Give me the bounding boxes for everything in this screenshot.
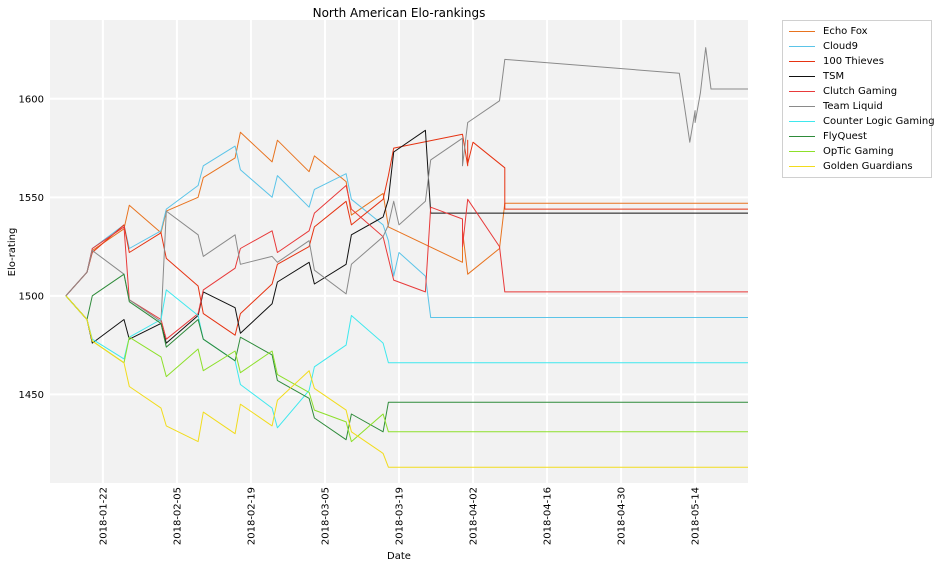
legend-swatch xyxy=(789,121,815,122)
legend-item: Cloud9 xyxy=(789,39,925,54)
series-line-100-thieves xyxy=(65,133,748,336)
legend-swatch xyxy=(789,166,815,167)
legend-label: 100 Thieves xyxy=(823,56,884,67)
legend-label: OpTic Gaming xyxy=(823,146,894,157)
y-axis-label: Elo-rating xyxy=(7,228,18,277)
legend-swatch xyxy=(789,136,815,137)
legend-item: Counter Logic Gaming xyxy=(789,114,935,129)
x-tick-label: 2018-04-16 xyxy=(543,487,554,545)
y-tick-label: 1550 xyxy=(19,193,44,204)
grid xyxy=(50,20,748,483)
x-ticks: 2018-01-22 2018-02-05 2018-02-19 2018-03-05… xyxy=(98,487,701,545)
x-tick-label: 2018-02-19 xyxy=(246,487,257,545)
legend-swatch xyxy=(789,31,815,32)
legend-swatch xyxy=(789,91,815,92)
y-tick-label: 1450 xyxy=(19,390,44,401)
legend-label: Echo Fox xyxy=(823,26,868,37)
y-ticks: 1450 1500 1550 1600 xyxy=(19,94,44,401)
series-line-golden-guardians xyxy=(65,295,748,468)
series-lines xyxy=(65,47,748,468)
legend-item: FlyQuest xyxy=(789,129,925,144)
x-tick-label: 2018-02-05 xyxy=(172,487,183,545)
series-line-cloud9 xyxy=(65,145,748,318)
legend-label: Cloud9 xyxy=(823,41,858,52)
legend-swatch xyxy=(789,61,815,62)
legend-label: Clutch Gaming xyxy=(823,86,898,97)
legend-label: FlyQuest xyxy=(823,131,867,142)
series-line-optic-gaming xyxy=(65,295,748,443)
series-line-team-liquid xyxy=(65,47,748,322)
series-line-tsm xyxy=(65,129,748,344)
legend-swatch xyxy=(789,106,815,107)
x-tick-label: 2018-03-05 xyxy=(320,487,331,545)
chart-title: North American Elo-rankings xyxy=(313,6,486,20)
legend: Echo Fox Cloud9 100 Thieves TSM Clutch Gamin… xyxy=(782,20,935,178)
series-line-flyquest xyxy=(65,273,748,441)
legend-item: 100 Thieves xyxy=(789,54,925,69)
legend-label: TSM xyxy=(823,71,845,82)
legend-swatch xyxy=(789,151,815,152)
legend-item: Golden Guardians xyxy=(789,159,925,174)
series-line-counter-logic-gaming xyxy=(65,289,748,429)
legend-swatch xyxy=(789,76,815,77)
legend-label: Golden Guardians xyxy=(823,161,913,172)
legend-swatch xyxy=(789,46,815,47)
legend-item: OpTic Gaming xyxy=(789,144,925,159)
x-tick-label: 2018-04-30 xyxy=(617,487,628,545)
x-tick-label: 2018-03-19 xyxy=(395,487,406,545)
x-axis-label: Date xyxy=(387,551,411,562)
y-tick-label: 1500 xyxy=(19,291,44,302)
series-line-clutch-gaming xyxy=(65,185,748,340)
legend-item: Team Liquid xyxy=(789,99,925,114)
x-tick-label: 2018-05-14 xyxy=(691,487,702,545)
x-tick-label: 2018-01-22 xyxy=(98,487,109,545)
x-tick-label: 2018-04-02 xyxy=(469,487,480,545)
legend-label: Team Liquid xyxy=(823,101,883,112)
legend-item: Clutch Gaming xyxy=(789,84,925,99)
legend-item: Echo Fox xyxy=(789,24,925,39)
legend-label: Counter Logic Gaming xyxy=(823,116,935,127)
y-tick-label: 1600 xyxy=(19,94,44,105)
legend-item: TSM xyxy=(789,69,925,84)
